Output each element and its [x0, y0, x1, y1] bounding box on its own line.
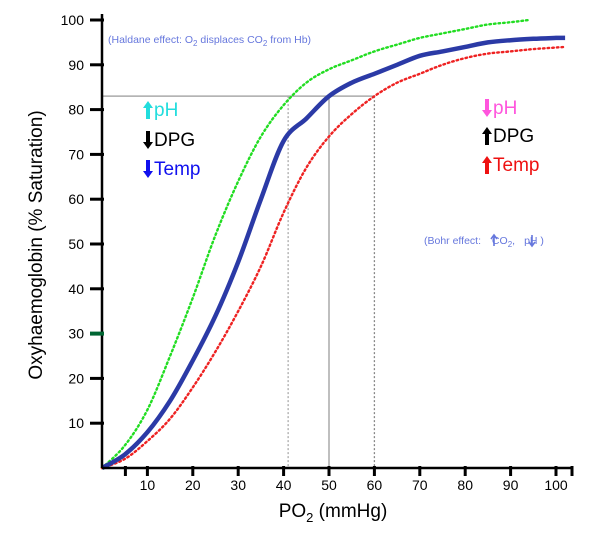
- x-tick-label: 80: [457, 477, 473, 493]
- y-tick-label: 10: [68, 415, 84, 431]
- x-tick-label: 40: [276, 477, 292, 493]
- x-tick-label: 10: [140, 477, 156, 493]
- left-shift-curve: [100, 18, 530, 470]
- y-tick-label: 100: [61, 12, 85, 28]
- arrow-up-icon: [482, 156, 492, 174]
- arrow-down-icon: [143, 160, 153, 178]
- y-tick-label: 40: [68, 281, 84, 297]
- factor-label: Temp: [493, 155, 539, 176]
- x-tick-label: 50: [321, 477, 337, 493]
- left-shift-factors: pH DPG Temp: [143, 100, 200, 180]
- y-tick-label: 90: [68, 57, 84, 73]
- factor-label: DPG: [154, 130, 195, 151]
- x-tick-label: 70: [412, 477, 428, 493]
- arrow-down-icon: [482, 99, 492, 117]
- right-shift-curve: [100, 45, 567, 470]
- arrow-up-icon: [143, 101, 153, 119]
- normal-curve: [100, 35, 566, 470]
- right-shift-factors: pH DPG Temp: [482, 98, 539, 176]
- y-tick-label: 70: [68, 146, 84, 162]
- x-axis-label: PO2 (mmHg): [279, 501, 388, 525]
- x-ticks: 10 20 30 40 50 60 70 80 90 100: [123, 466, 574, 493]
- factor-label: pH: [154, 100, 178, 121]
- x-tick-label: 30: [230, 477, 246, 493]
- reference-lines: [102, 95, 376, 468]
- factor-label: pH: [493, 98, 517, 119]
- curves: [100, 18, 567, 470]
- factor-label: Temp: [154, 159, 200, 180]
- x-tick-label: 90: [503, 477, 519, 493]
- x-tick-label: 20: [185, 477, 201, 493]
- y-tick-label: 30: [68, 326, 84, 342]
- axes: [100, 14, 572, 470]
- y-ticks: 10 20 30 40 50 60 70 80 90 100: [61, 12, 104, 431]
- haldane-annotation: (Haldane effect: O2 displaces CO2 from H…: [108, 34, 311, 48]
- bohr-down-arrow-icon: [528, 235, 536, 248]
- y-tick-label: 20: [68, 370, 84, 386]
- bohr-annotation: (Bohr effect: CO2, pH ): [424, 233, 544, 249]
- svg-text:(Bohr effect: CO2,pH ): (Bohr effect: CO2, pH ): [424, 235, 544, 249]
- y-tick-label: 80: [68, 102, 84, 118]
- x-tick-label: 60: [367, 477, 383, 493]
- bohr-up-arrow-icon: [490, 233, 498, 246]
- x-tick-label: 100: [544, 477, 568, 493]
- y-tick-label: 50: [68, 236, 84, 252]
- y-tick-label: 60: [68, 191, 84, 207]
- factor-label: DPG: [493, 126, 534, 147]
- arrow-up-icon: [482, 127, 492, 145]
- y-axis-label: Oxyhaemoglobin (% Saturation): [26, 110, 47, 379]
- arrow-down-icon: [143, 131, 153, 149]
